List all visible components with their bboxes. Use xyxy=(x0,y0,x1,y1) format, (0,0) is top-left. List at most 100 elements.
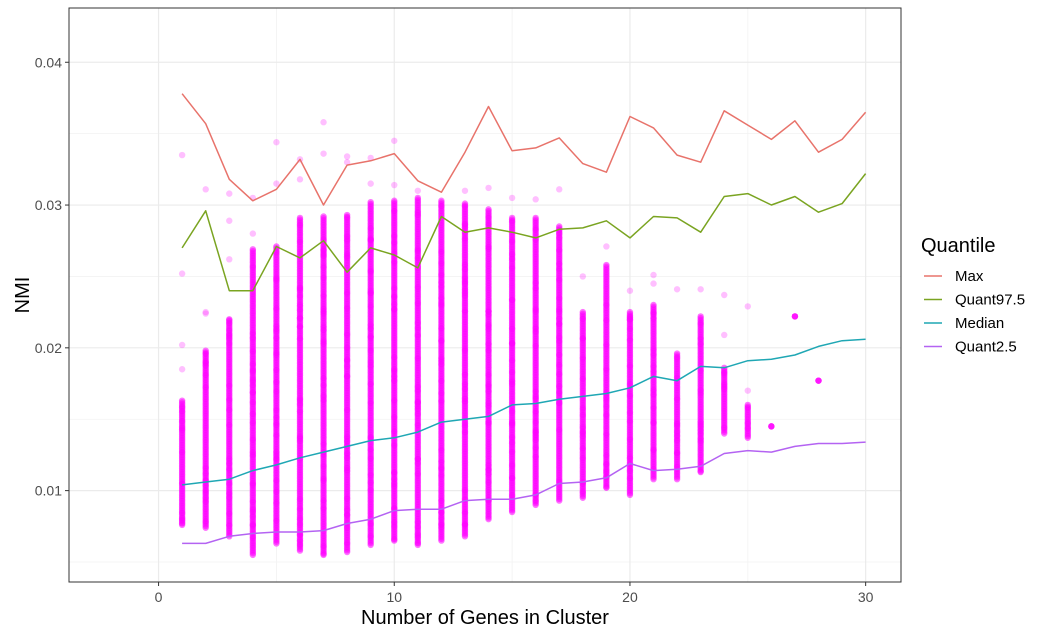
scatter-point xyxy=(178,515,186,522)
scatter-point xyxy=(367,303,374,310)
scatter-point xyxy=(273,139,280,146)
scatter-point xyxy=(603,403,610,410)
scatter-points xyxy=(178,119,822,559)
scatter-point xyxy=(438,472,445,479)
scatter-point xyxy=(226,455,233,463)
scatter-point xyxy=(485,311,492,319)
x-tick-label: 20 xyxy=(622,589,638,605)
scatter-point xyxy=(226,331,233,338)
scatter-point xyxy=(273,477,280,484)
scatter-point xyxy=(697,340,704,348)
scatter-point xyxy=(249,330,257,337)
scatter-point xyxy=(438,497,445,504)
x-axis-title: Number of Genes in Cluster xyxy=(361,607,609,629)
scatter-point xyxy=(556,371,563,378)
scatter-point xyxy=(508,448,516,456)
scatter-point xyxy=(249,521,257,529)
scatter-point xyxy=(296,293,304,300)
scatter-point xyxy=(320,246,327,254)
scatter-point xyxy=(414,399,422,407)
scatter-point xyxy=(626,418,634,425)
scatter-point xyxy=(438,302,445,309)
plot-panel xyxy=(69,8,901,582)
scatter-point xyxy=(343,454,351,461)
scatter-point xyxy=(532,418,539,426)
scatter-point xyxy=(697,438,704,445)
scatter-point xyxy=(249,376,257,383)
scatter-point xyxy=(414,519,422,526)
scatter-point xyxy=(343,495,351,502)
scatter-point xyxy=(414,255,422,262)
scatter-point xyxy=(178,397,186,404)
scatter-point xyxy=(273,451,280,459)
scatter-point xyxy=(367,520,374,528)
scatter-point xyxy=(414,284,422,291)
scatter-point xyxy=(367,289,374,297)
scatter-point xyxy=(320,397,327,404)
scatter-point xyxy=(202,186,209,193)
scatter-point xyxy=(414,332,422,339)
scatter-point xyxy=(461,266,469,273)
scatter-point xyxy=(414,187,422,194)
scatter-point xyxy=(226,421,233,429)
scatter-point xyxy=(320,550,327,558)
scatter-point xyxy=(296,285,304,292)
scatter-point xyxy=(650,404,657,411)
scatter-point xyxy=(721,380,728,388)
scatter-point xyxy=(461,423,469,430)
scatter-point xyxy=(202,362,209,369)
scatter-point xyxy=(485,184,492,192)
scatter-point xyxy=(249,449,257,456)
scatter-point xyxy=(556,400,563,407)
scatter-point xyxy=(508,340,516,347)
scatter-point xyxy=(178,408,186,415)
scatter-point xyxy=(249,378,257,385)
scatter-point xyxy=(367,235,374,243)
scatter-point xyxy=(626,436,634,443)
scatter-point xyxy=(461,428,469,436)
scatter-point xyxy=(461,385,469,393)
scatter-point xyxy=(226,490,233,497)
scatter-point xyxy=(249,452,257,459)
scatter-point xyxy=(461,187,469,194)
scatter-point xyxy=(296,515,304,523)
scatter-point xyxy=(461,274,469,282)
scatter-point xyxy=(249,436,257,443)
scatter-point xyxy=(650,446,657,453)
scatter-point xyxy=(391,137,398,144)
scatter-point xyxy=(273,448,280,456)
scatter-point xyxy=(508,194,516,202)
scatter-point xyxy=(532,408,539,416)
scatter-point xyxy=(226,319,233,327)
scatter-point xyxy=(178,509,186,517)
scatter-point xyxy=(249,498,257,505)
scatter-point xyxy=(367,363,374,370)
scatter-point xyxy=(485,221,492,228)
legend: Quantile Max Quant97.5 Median Quant2.5 xyxy=(921,235,1025,357)
scatter-point xyxy=(273,420,280,427)
scatter-point xyxy=(202,487,209,494)
scatter-point xyxy=(296,433,304,440)
y-axis-ticks: 0.01 0.02 0.03 0.04 xyxy=(35,54,69,499)
y-tick-label: 0.03 xyxy=(35,197,62,213)
scatter-point xyxy=(532,214,539,222)
scatter-point xyxy=(508,462,516,469)
scatter-point xyxy=(508,357,516,364)
scatter-point xyxy=(438,271,445,279)
scatter-point xyxy=(556,351,563,358)
scatter-point xyxy=(249,505,257,513)
scatter-point xyxy=(532,342,539,350)
scatter-point xyxy=(343,237,351,244)
scatter-point xyxy=(414,300,422,307)
scatter-point xyxy=(414,355,422,362)
scatter-point xyxy=(650,391,657,399)
scatter-point xyxy=(296,401,304,408)
scatter-point xyxy=(273,180,280,187)
scatter-point xyxy=(438,520,445,528)
scatter-point xyxy=(556,306,563,313)
scatter-point xyxy=(343,467,351,474)
scatter-point xyxy=(438,325,445,332)
scatter-point xyxy=(650,315,657,322)
scatter-point xyxy=(296,323,304,330)
scatter-point xyxy=(226,332,233,340)
